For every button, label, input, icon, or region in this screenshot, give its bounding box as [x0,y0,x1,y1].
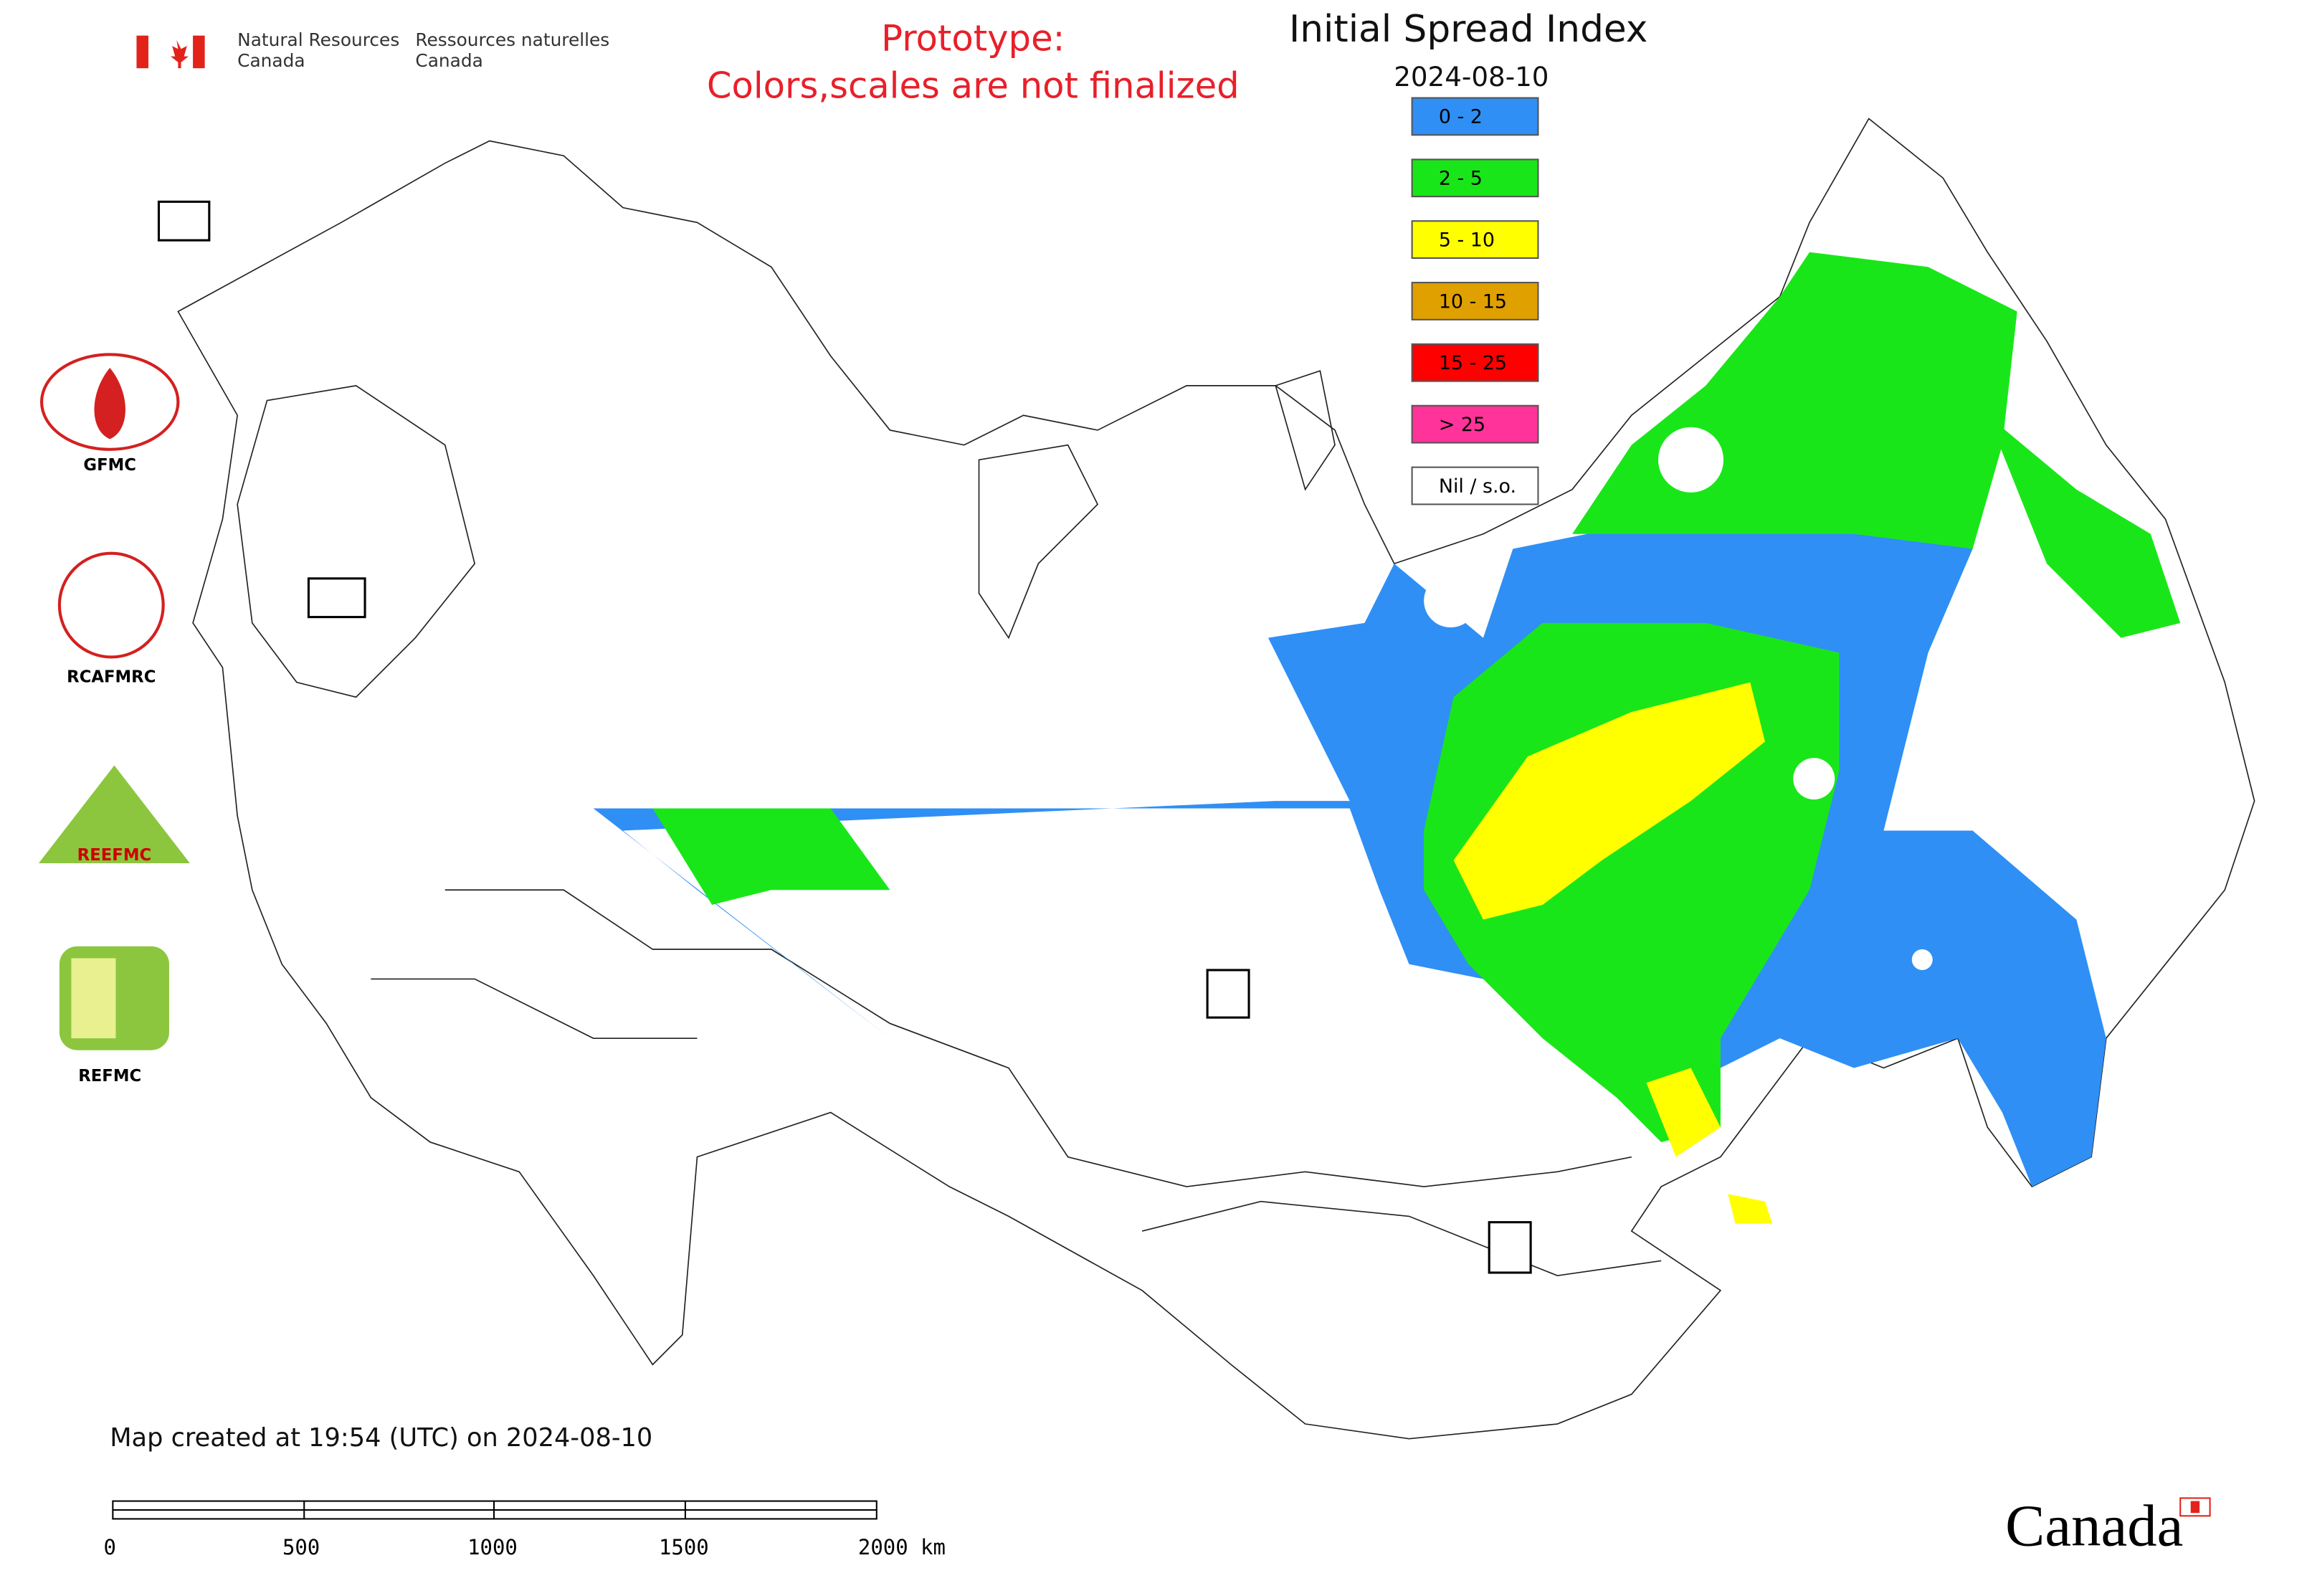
nrcan-header: Natural Resources Canada Ressources natu… [136,29,609,71]
logo-label: RCAFMRC [67,668,156,687]
logos: GFMC RCAFMRC REEFMC REFMC [38,200,1532,1274]
scale-label: 500 [282,1535,320,1559]
agency-fr-1: Ressources naturelles [415,29,609,50]
legend-swatch [1411,282,1539,320]
scale-label: 0 [104,1535,116,1559]
legend-label: 5 - 10 [1439,229,1495,251]
isi-coverage [593,252,2181,1224]
legend-label: Nil / s.o. [1439,475,1516,498]
created-note: Map created at 19:54 (UTC) on 2024-08-10 [110,1423,652,1453]
canada-wordmark: Canada [2005,1493,2183,1559]
scale-labels: 0 500 1000 1500 2000 km [104,1535,946,1559]
legend-swatch [1411,466,1539,505]
logo-label: REEFMC [77,846,151,865]
legend-swatch [1411,97,1539,136]
agency-en-2: Canada [237,50,305,71]
scale-label: 1000 [467,1535,518,1559]
map-title: Initial Spread Index [1289,8,1647,51]
agency-en-1: Natural Resources [237,29,399,50]
legend-swatch [1411,343,1539,382]
legend-swatch [1411,404,1539,444]
notice-1: Prototype: [881,17,1065,59]
agency-fr-2: Canada [415,50,482,71]
scale-label: 1500 [659,1535,709,1559]
scale-bar [112,1500,877,1520]
legend-label: 15 - 25 [1439,352,1507,374]
legend-swatch [1411,158,1539,198]
scale-label: 2000 km [858,1535,946,1559]
notice-2: Colors,scales are not finalized [707,65,1240,107]
legend-label: 2 - 5 [1439,168,1483,190]
legend-label: 10 - 15 [1439,290,1507,313]
legend-label: > 25 [1439,414,1485,436]
legend-swatch [1411,220,1539,260]
logo-label: REFMC [78,1067,141,1086]
legend: 0 - 2 2 - 5 5 - 10 10 - 15 15 - 25 > 25 Nil / … [1411,97,1539,505]
map-date: 2024-08-10 [1394,61,1549,92]
legend-label: 0 - 2 [1439,106,1483,128]
logo-label: GFMC [83,456,136,475]
